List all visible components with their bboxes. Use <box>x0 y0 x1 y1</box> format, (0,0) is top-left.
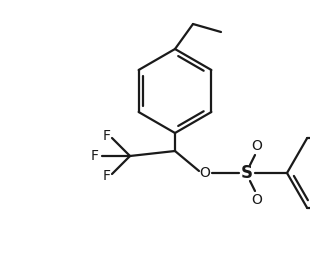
Text: O: O <box>200 166 210 180</box>
Text: F: F <box>91 149 99 163</box>
Text: O: O <box>251 193 263 207</box>
Text: S: S <box>241 164 253 182</box>
Text: F: F <box>103 129 111 143</box>
Text: O: O <box>251 139 263 153</box>
Text: F: F <box>103 169 111 183</box>
